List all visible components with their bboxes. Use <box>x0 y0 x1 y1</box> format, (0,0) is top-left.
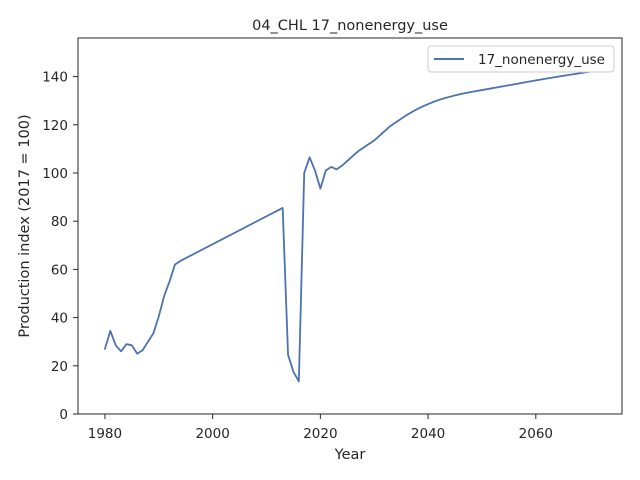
y-tick-label: 80 <box>51 214 68 230</box>
x-axis-title: Year <box>334 447 366 463</box>
y-axis-title: Production index (2017 = 100) <box>17 114 33 337</box>
series-line-0 <box>104 70 596 383</box>
x-tick-label: 2040 <box>411 426 445 442</box>
plot-frame <box>77 37 623 415</box>
y-tick-label: 20 <box>51 359 68 375</box>
plot-lines <box>104 70 596 383</box>
x-tick-label: 2020 <box>303 426 337 442</box>
y-tick-label: 120 <box>42 118 68 134</box>
y-tick-label: 100 <box>42 166 68 182</box>
x-axis: 1980 2000 2020 2040 2060 <box>88 414 553 442</box>
legend-box <box>427 45 615 73</box>
y-tick-label: 40 <box>51 311 68 327</box>
x-tick-label: 2060 <box>519 426 553 442</box>
y-tick-label: 0 <box>59 407 68 423</box>
chart-title: 04_CHL 17_nonenergy_use <box>252 18 448 34</box>
x-tick-label: 1980 <box>88 426 122 442</box>
x-tick-label: 2000 <box>195 426 229 442</box>
y-tick-label: 60 <box>51 262 68 278</box>
legend-label: 17_nonenergy_use <box>478 52 605 68</box>
y-axis: 0 20 40 60 80 100 120 140 <box>42 70 78 423</box>
y-tick-label: 140 <box>42 70 68 86</box>
legend: 17_nonenergy_use <box>427 45 615 73</box>
